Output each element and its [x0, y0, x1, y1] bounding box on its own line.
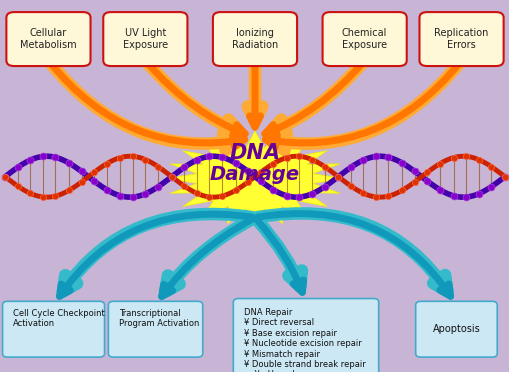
Text: DNA Repair
¥ Direct reversal
¥ Base excision repair
¥ Nucleotide excision repair: DNA Repair ¥ Direct reversal ¥ Base exci… [243, 308, 364, 372]
FancyBboxPatch shape [419, 12, 503, 66]
Text: Cell Cycle Checkpoint
Activation: Cell Cycle Checkpoint Activation [13, 309, 104, 328]
FancyBboxPatch shape [415, 301, 496, 357]
FancyBboxPatch shape [6, 12, 91, 66]
FancyBboxPatch shape [213, 12, 297, 66]
FancyBboxPatch shape [108, 301, 203, 357]
FancyBboxPatch shape [3, 301, 104, 357]
Text: Apoptosis: Apoptosis [432, 324, 479, 334]
Text: Replication
Errors: Replication Errors [434, 28, 488, 50]
Text: DNA: DNA [229, 142, 280, 163]
Polygon shape [165, 131, 344, 226]
FancyBboxPatch shape [233, 298, 378, 372]
FancyBboxPatch shape [322, 12, 406, 66]
Text: Ionizing
Radiation: Ionizing Radiation [232, 28, 277, 50]
FancyBboxPatch shape [103, 12, 187, 66]
Text: Chemical
Exposure: Chemical Exposure [342, 28, 386, 50]
Text: Damage: Damage [210, 165, 299, 185]
Text: Transcriptional
Program Activation: Transcriptional Program Activation [118, 309, 199, 328]
Text: Cellular
Metabolism: Cellular Metabolism [20, 28, 77, 50]
Text: UV Light
Exposure: UV Light Exposure [123, 28, 167, 50]
